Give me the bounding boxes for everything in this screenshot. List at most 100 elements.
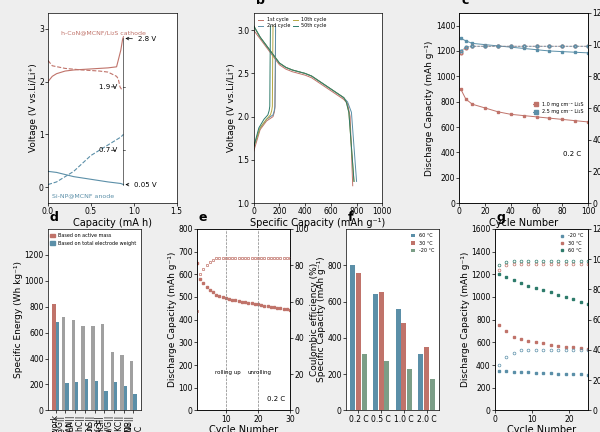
Y-axis label: Coulombic efficiency (%): Coulombic efficiency (%)	[310, 263, 319, 376]
Bar	[85, 379, 88, 410]
X-axis label: Cycle Number: Cycle Number	[209, 425, 278, 432]
Text: g: g	[497, 210, 506, 223]
Bar	[101, 324, 104, 410]
Text: 2.8 V: 2.8 V	[126, 36, 156, 42]
Y-axis label: Discharge Capacity (mAh g⁻¹): Discharge Capacity (mAh g⁻¹)	[461, 252, 470, 388]
60 °C	[495, 272, 502, 277]
30 °C	[502, 328, 509, 334]
60 °C	[584, 301, 592, 306]
-20 °C	[569, 372, 577, 377]
30 °C	[532, 340, 539, 345]
Bar	[110, 352, 114, 410]
60 °C	[510, 277, 517, 283]
30 °C	[495, 323, 502, 328]
Bar	[430, 378, 435, 410]
Text: 0.2 C: 0.2 C	[563, 150, 581, 156]
Y-axis label: Discharge Capacity (mAh g⁻¹): Discharge Capacity (mAh g⁻¹)	[168, 252, 177, 388]
Bar	[124, 387, 127, 410]
Bar	[418, 354, 424, 410]
Bar	[401, 323, 406, 410]
Bar	[114, 382, 118, 410]
30 °C	[584, 346, 592, 351]
-20 °C	[547, 371, 554, 376]
Bar	[62, 317, 65, 410]
30 °C	[525, 339, 532, 344]
Text: 1.9 V: 1.9 V	[100, 84, 118, 90]
-20 °C	[562, 371, 569, 376]
Bar	[407, 368, 412, 410]
Y-axis label: Specific Capacity (mAh g⁻¹): Specific Capacity (mAh g⁻¹)	[317, 257, 326, 382]
30 °C	[547, 342, 554, 347]
Bar	[104, 391, 107, 410]
-20 °C	[502, 368, 509, 374]
-20 °C	[517, 369, 524, 375]
60 °C	[577, 299, 584, 304]
Bar	[130, 361, 133, 410]
Bar	[395, 309, 401, 410]
X-axis label: Cycle Number: Cycle Number	[489, 218, 558, 228]
Text: f: f	[348, 210, 353, 223]
Text: 0.2 C: 0.2 C	[267, 396, 286, 402]
-20 °C	[532, 370, 539, 375]
30 °C	[517, 337, 524, 342]
30 °C	[577, 346, 584, 351]
Y-axis label: Voltage (V vs.Li/Li⁺): Voltage (V vs.Li/Li⁺)	[29, 64, 38, 152]
Bar	[379, 292, 383, 410]
Text: rolling up: rolling up	[215, 370, 241, 375]
Text: b: b	[256, 0, 265, 7]
Text: d: d	[50, 210, 59, 223]
Text: c: c	[462, 0, 469, 7]
Text: Si-NP@MCNF anode: Si-NP@MCNF anode	[52, 194, 115, 199]
30 °C	[540, 341, 547, 346]
-20 °C	[540, 370, 547, 375]
Bar	[373, 294, 378, 410]
60 °C	[540, 288, 547, 293]
X-axis label: Capacity (mA h): Capacity (mA h)	[73, 218, 152, 228]
Bar	[356, 273, 361, 410]
Bar	[82, 326, 85, 410]
60 °C	[532, 286, 539, 291]
-20 °C	[554, 371, 562, 376]
Bar	[65, 383, 69, 410]
60 °C	[569, 297, 577, 302]
60 °C	[502, 274, 509, 279]
Bar	[75, 382, 79, 410]
Bar	[52, 304, 56, 410]
Y-axis label: Discharge Capacity (mAh g⁻¹): Discharge Capacity (mAh g⁻¹)	[425, 40, 434, 176]
30 °C	[554, 343, 562, 348]
Bar	[95, 381, 98, 410]
Bar	[133, 394, 137, 410]
Text: 0.05 V: 0.05 V	[126, 181, 157, 187]
Text: unrolling: unrolling	[247, 370, 271, 375]
-20 °C	[584, 372, 592, 377]
30 °C	[569, 345, 577, 350]
60 °C	[547, 290, 554, 295]
Text: e: e	[199, 210, 208, 223]
Legend: 1.0 mg cm⁻² Li₂S, 2.5 mg cm⁻² Li₂S: 1.0 mg cm⁻² Li₂S, 2.5 mg cm⁻² Li₂S	[532, 100, 586, 116]
X-axis label: Specific Capacity (mAh g⁻¹): Specific Capacity (mAh g⁻¹)	[250, 218, 386, 228]
Text: h-CoN@MCNF/Li₂S cathode: h-CoN@MCNF/Li₂S cathode	[61, 30, 146, 35]
Bar	[350, 265, 355, 410]
60 °C	[562, 295, 569, 300]
60 °C	[554, 292, 562, 297]
Bar	[384, 360, 389, 410]
Bar	[424, 347, 429, 410]
Y-axis label: Voltage (V vs.Li/Li⁺): Voltage (V vs.Li/Li⁺)	[227, 64, 236, 152]
30 °C	[562, 344, 569, 349]
Text: 0.7 V: 0.7 V	[100, 147, 118, 153]
Line: 30 °C: 30 °C	[497, 324, 589, 350]
Legend: 60 °C, 30 °C, -20 °C: 60 °C, 30 °C, -20 °C	[409, 232, 437, 255]
Bar	[362, 354, 367, 410]
Bar	[91, 326, 95, 410]
60 °C	[525, 283, 532, 288]
Y-axis label: Specific Energy (Wh kg⁻¹): Specific Energy (Wh kg⁻¹)	[14, 261, 23, 378]
-20 °C	[525, 370, 532, 375]
Legend: 1st cycle, 2nd cycle, 10th cycle, 50th cycle: 1st cycle, 2nd cycle, 10th cycle, 50th c…	[256, 16, 329, 30]
-20 °C	[510, 369, 517, 375]
60 °C	[517, 281, 524, 286]
X-axis label: Cycle Number: Cycle Number	[507, 425, 576, 432]
Line: -20 °C: -20 °C	[497, 369, 589, 376]
Line: 60 °C: 60 °C	[497, 273, 589, 305]
Bar	[71, 320, 75, 410]
Legend: Based on active mass, Based on total electrode weight: Based on active mass, Based on total ele…	[48, 232, 139, 248]
